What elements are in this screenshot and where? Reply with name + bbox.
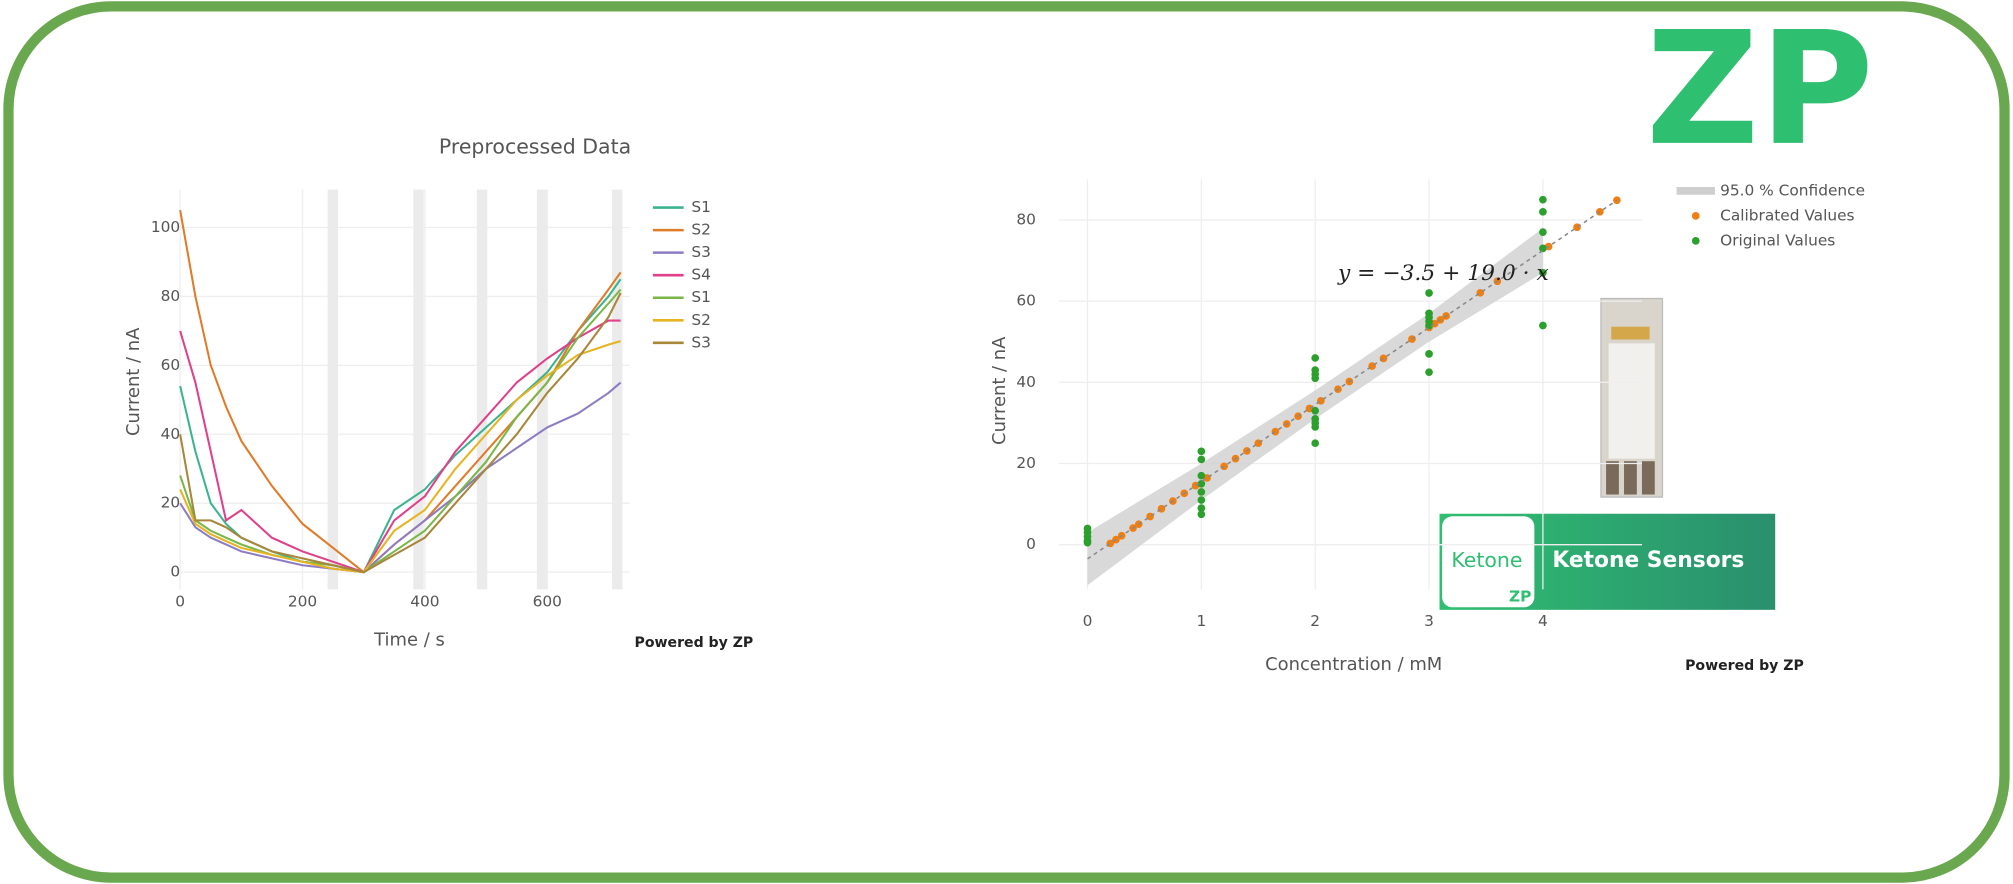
y-tick-label: 60 [161, 356, 181, 374]
y-tick-label: 80 [1016, 210, 1036, 228]
badge-title: Ketone Sensors [1552, 548, 1744, 573]
x-tick-label: 400 [410, 593, 439, 611]
y-tick-label: 20 [161, 494, 181, 512]
data-point [1425, 350, 1433, 358]
trend-line [1087, 199, 1618, 560]
legend-swatch [1691, 237, 1700, 245]
legend-label: S2 [691, 221, 711, 239]
frame [3, 1, 2010, 883]
legend-label: Original Values [1720, 231, 1835, 249]
data-point [1311, 423, 1320, 431]
data-point [1197, 479, 1206, 488]
data-point [1425, 289, 1433, 297]
data-point [1311, 439, 1320, 448]
logo: ZP [1646, 0, 1874, 180]
y-tick-label: 60 [1016, 292, 1036, 310]
annotation: Powered by ZP [635, 635, 754, 651]
y-tick-label: 40 [161, 425, 181, 443]
data-point [1197, 496, 1206, 504]
data-point [1425, 321, 1433, 330]
highlight-band [612, 189, 623, 590]
series-line [179, 278, 622, 574]
x-tick-label: 2 [1310, 612, 1320, 630]
data-point [1539, 321, 1547, 330]
x-tick-label: 600 [533, 593, 562, 611]
y-tick-label: 100 [151, 218, 180, 236]
data-point [1311, 354, 1320, 362]
badge-logo: ZP [1509, 588, 1531, 606]
highlight-band [413, 189, 424, 590]
legend-label: S3 [691, 243, 711, 261]
y-tick-label: 0 [170, 563, 180, 581]
x-tick-label: 200 [288, 593, 317, 611]
y-axis-label: Current / nA [123, 327, 144, 436]
series-line [179, 319, 621, 574]
data-point [1197, 471, 1206, 480]
legend-label: 95.0 % Confidence [1720, 181, 1865, 199]
legend-label: S1 [691, 288, 711, 306]
equation: y = −3.5 + 19.0 · x [1337, 261, 1549, 286]
y-tick-label: 40 [1016, 373, 1036, 391]
y-tick-label: 0 [1026, 535, 1036, 553]
highlight-band [327, 189, 339, 590]
series-line [179, 292, 622, 574]
data-point [1197, 488, 1206, 496]
x-tick-label: 4 [1538, 612, 1548, 630]
x-tick-label: 0 [175, 593, 185, 611]
y-tick-label: 80 [161, 287, 181, 305]
series-line [179, 288, 622, 574]
data-point [1311, 374, 1320, 383]
sensor-image [1600, 297, 1664, 498]
legend-label: S1 [691, 198, 711, 216]
data-point [1539, 268, 1547, 277]
legend-label: Calibrated Values [1720, 206, 1854, 224]
data-point [1539, 195, 1547, 204]
chart-title: Preprocessed Data [439, 134, 631, 158]
legend-label: S3 [691, 333, 711, 351]
annotation: Powered by ZP [1685, 658, 1804, 674]
x-axis-label: Concentration / mM [1265, 654, 1442, 675]
data-point [1197, 510, 1206, 519]
data-point [1539, 244, 1547, 253]
series-line [179, 381, 622, 574]
data-point [1197, 504, 1206, 512]
data-point [1539, 207, 1547, 216]
y-axis-label: Current / nA [989, 336, 1010, 445]
data-point [1425, 368, 1433, 377]
highlight-band [476, 189, 488, 590]
data-point [1197, 447, 1206, 456]
y-tick-label: 20 [1016, 454, 1036, 472]
data-point [1311, 406, 1320, 415]
badge: Ketone ZP Ketone Sensors [1439, 513, 1776, 610]
legend-swatch [1691, 212, 1700, 220]
data-point [1197, 455, 1206, 464]
x-tick-label: 3 [1424, 612, 1434, 630]
x-axis-label: Time / s [373, 630, 445, 651]
x-tick-label: 1 [1196, 612, 1206, 630]
series-line [179, 340, 621, 574]
x-tick-label: 0 [1083, 612, 1093, 630]
legend-label: S4 [691, 266, 711, 284]
legend-label: S2 [691, 311, 711, 329]
data-point [1083, 538, 1092, 547]
badge-left: Ketone [1451, 548, 1522, 572]
data-point [1539, 228, 1547, 236]
